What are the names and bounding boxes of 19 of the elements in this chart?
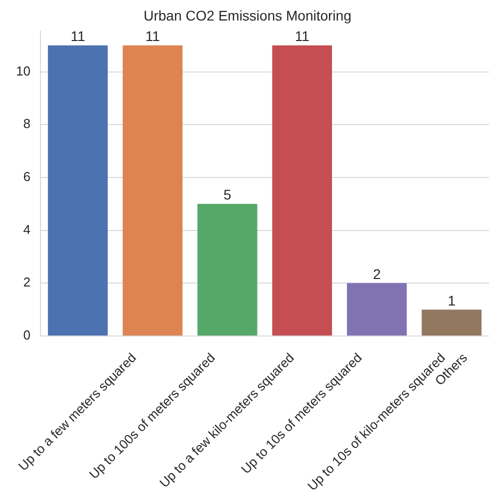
bar [197,204,258,336]
bar [48,45,108,336]
data-label: 1 [448,292,456,308]
bar [346,283,407,336]
data-label: 11 [145,28,160,44]
data-label: 11 [294,28,310,44]
y-tick-label: 8 [23,116,30,132]
data-label: 2 [372,266,381,282]
bar [422,310,482,336]
y-tick-label: 6 [23,169,30,184]
bar [272,45,332,336]
y-tick-label: 0 [23,328,30,343]
data-label: 5 [223,186,232,203]
y-tick-label: 4 [23,222,30,237]
y-tick-label: 10 [16,63,30,78]
y-tick-label: 2 [23,274,30,290]
chart-title: Urban CO2 Emissions Monitoring [144,7,352,24]
data-label: 11 [70,28,86,44]
bar [122,45,182,336]
